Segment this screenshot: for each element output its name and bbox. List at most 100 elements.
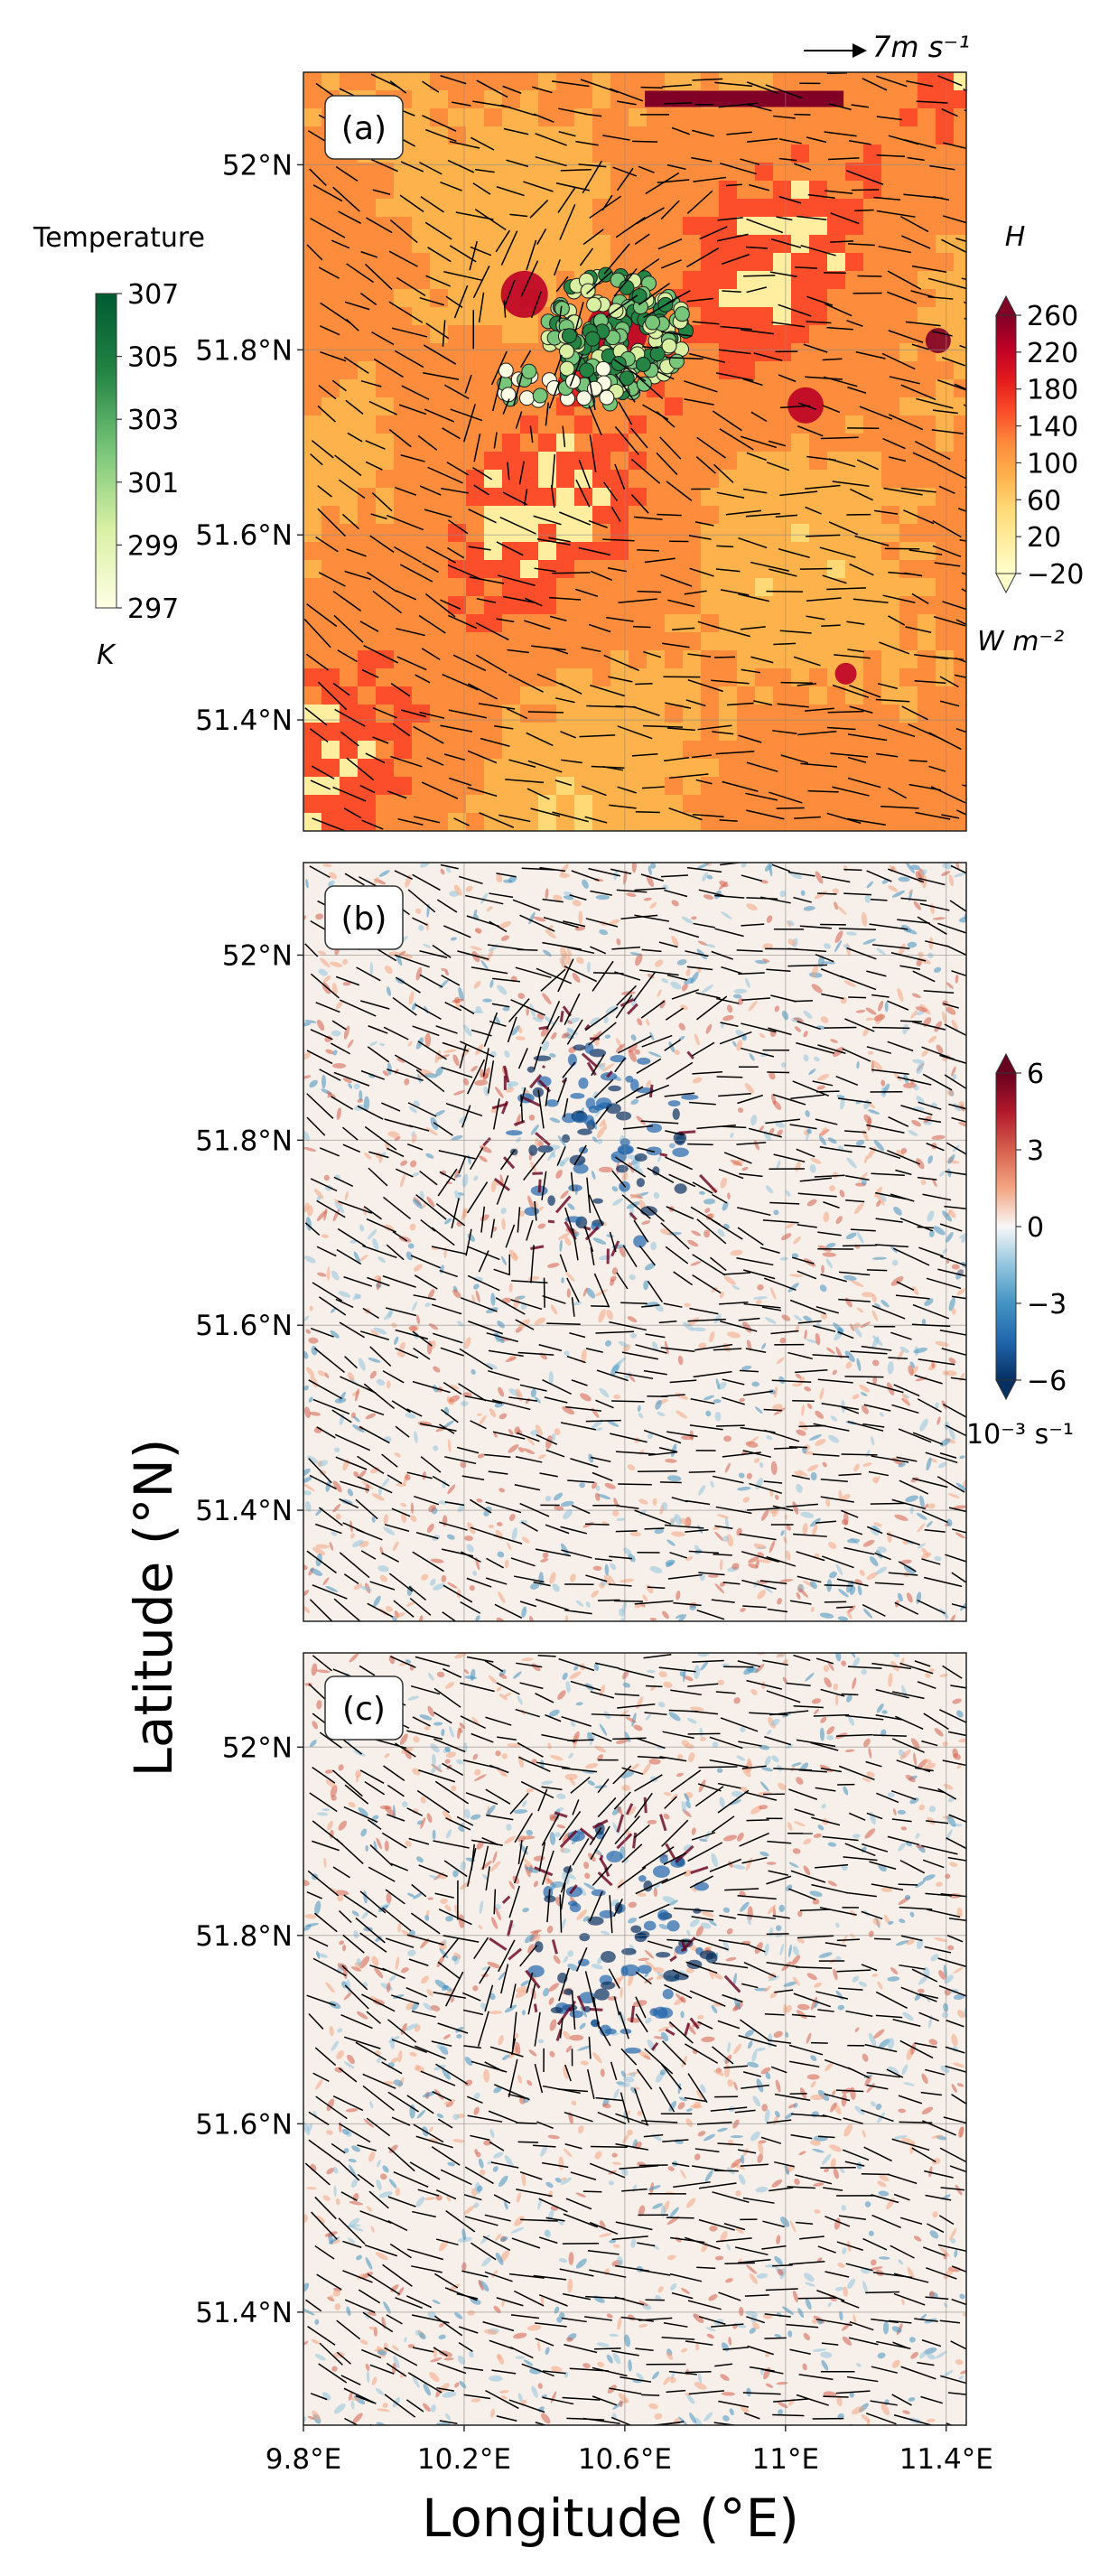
wind-vector <box>361 668 379 678</box>
heat-flux-cell <box>556 145 575 163</box>
wind-vector <box>666 1431 698 1438</box>
vorticity-patch <box>517 1026 523 1033</box>
heat-flux-cell <box>629 596 648 615</box>
wind-vector <box>368 400 397 415</box>
vorticity-front <box>522 1096 541 1107</box>
heat-flux-cell <box>321 506 340 525</box>
heat-flux-cell <box>809 470 828 489</box>
heat-flux-cell <box>358 253 377 272</box>
heat-flux-cell <box>863 235 882 254</box>
vorticity-patch <box>528 911 536 925</box>
wind-vector <box>530 807 561 817</box>
heat-flux-cell <box>610 72 629 91</box>
vorticity-patch <box>876 947 886 956</box>
wind-vector <box>621 1351 659 1360</box>
vorticity-patch <box>665 1458 677 1463</box>
heat-flux-cell <box>376 813 395 831</box>
vorticity-colorbar-bar <box>995 1072 1017 1381</box>
wind-vector <box>312 1398 350 1414</box>
heat-flux-cell <box>665 524 684 543</box>
vorticity-patch <box>905 928 918 935</box>
wind-vector <box>449 140 480 149</box>
wind-vector <box>964 317 966 321</box>
wind-vector <box>582 229 604 246</box>
wind-vector <box>488 1369 520 1381</box>
heat-flux-cell <box>340 199 359 218</box>
heat-flux-cell <box>303 686 322 705</box>
heat-flux-cell <box>629 686 648 705</box>
wind-vector <box>571 1379 588 1386</box>
heat-flux-cell <box>340 397 359 416</box>
y-tick-label: 52°N <box>222 149 293 182</box>
vorticity-patch <box>637 1057 651 1065</box>
vorticity-patch <box>365 1484 370 1494</box>
vorticity-patch <box>511 1526 517 1541</box>
wind-vector <box>499 517 536 535</box>
heat-flux-cell <box>484 506 503 525</box>
vorticity-patch <box>318 1460 329 1467</box>
heat-flux-cell <box>701 434 720 453</box>
wind-vector <box>448 709 488 719</box>
wind-vector <box>632 140 658 143</box>
vorticity-patch <box>331 1270 340 1281</box>
wind-vector <box>871 1172 905 1176</box>
vorticity-patch <box>453 884 462 896</box>
wind-vector <box>631 753 658 757</box>
wind-vector <box>637 1470 677 1472</box>
heat-flux-cell <box>303 632 322 651</box>
wind-vector <box>787 947 827 953</box>
heat-flux-cell <box>863 632 882 651</box>
vorticity-patch <box>865 1007 877 1015</box>
heat-flux-cell <box>303 759 322 778</box>
vorticity-patch <box>803 906 815 911</box>
vorticity-patch <box>423 943 431 948</box>
vorticity-patch <box>912 1059 925 1064</box>
wind-vector <box>955 657 966 663</box>
wind-vector <box>574 302 584 332</box>
heat-flux-cell <box>737 759 756 778</box>
wind-vector <box>647 1586 666 1590</box>
heat-flux-cell <box>412 72 431 91</box>
heat-flux-cell <box>881 596 900 615</box>
wind-vector <box>668 807 703 821</box>
heat-flux-cell <box>791 253 810 272</box>
vorticity-patch <box>359 1255 368 1262</box>
wind-vector <box>841 1453 878 1456</box>
wind-vector <box>890 1193 915 1202</box>
heat-flux-cell <box>303 126 322 145</box>
wind-vector <box>817 1044 846 1054</box>
heat-flux-cell <box>556 72 575 91</box>
heat-flux-cell <box>430 199 449 218</box>
heat-flux-cell <box>484 325 503 344</box>
wind-vector <box>616 100 637 106</box>
vorticity-patch <box>838 1589 849 1598</box>
heat-flux-cell <box>303 578 322 597</box>
vorticity-patch <box>720 910 732 919</box>
heat-flux-cell <box>484 777 503 796</box>
heat-flux-cell <box>430 271 449 290</box>
heat-flux-cell <box>845 108 864 127</box>
temperature-point <box>631 288 648 304</box>
heat-flux-cell <box>538 434 557 453</box>
wind-vector <box>815 953 834 963</box>
heat-flux-cell <box>773 632 792 651</box>
vorticity-patch <box>338 1291 351 1298</box>
vorticity-patch <box>386 1380 391 1389</box>
vorticity-patch <box>473 1276 483 1282</box>
heat-flux-cell <box>556 126 575 145</box>
heat-flux-cell <box>592 741 611 760</box>
heat-flux-cell <box>430 632 449 651</box>
heat-flux-cell <box>502 686 521 705</box>
vorticity-patch <box>334 1199 343 1206</box>
wind-vector <box>644 557 675 564</box>
vorticity-patch <box>567 1203 575 1210</box>
heat-flux-cell <box>574 741 593 760</box>
vorticity-patch <box>834 901 839 910</box>
wind-vector <box>668 1173 696 1188</box>
wind-vector <box>570 1171 574 1192</box>
wind-vector <box>470 1420 487 1430</box>
colorbar-tick-label: −20 <box>1027 559 1084 591</box>
heat-flux-cell <box>592 72 611 91</box>
panel-c-background <box>303 1653 966 2425</box>
